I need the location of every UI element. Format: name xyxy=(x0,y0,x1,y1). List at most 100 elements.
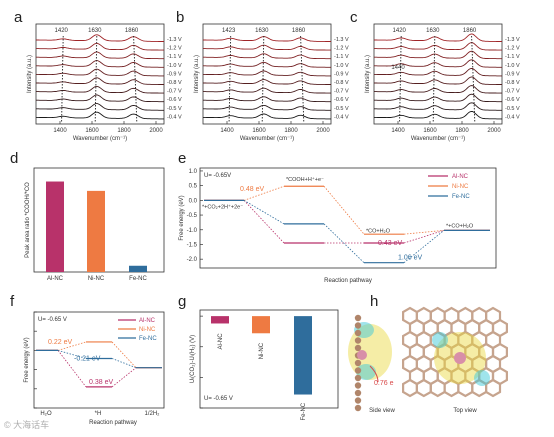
spectrum-line xyxy=(203,44,331,51)
energy-connector xyxy=(57,341,87,351)
energy-connector xyxy=(403,230,445,264)
peak-label: 1630 xyxy=(426,28,440,34)
bar-fe-nc xyxy=(129,265,147,272)
peak-label: 1860 xyxy=(463,28,477,34)
potential-label: -1.0 V xyxy=(167,63,182,69)
x-tick-label: 2000 xyxy=(316,128,330,134)
spectrum-line xyxy=(36,60,164,68)
peak-label: 1423 xyxy=(222,28,236,34)
potential-label: -1.1 V xyxy=(334,54,349,60)
substrate-atom xyxy=(354,367,362,374)
panel-h-structures: 0.76 e Side view Top view xyxy=(348,306,508,414)
x-tick-label: Fe-NC xyxy=(129,276,147,282)
y-axis-label: Peak area ratio *COOH/*CO xyxy=(25,182,31,258)
potential-label: -0.9 V xyxy=(505,71,520,77)
peak-guide xyxy=(228,35,232,123)
panel-letters: a b c d e f g h xyxy=(10,9,378,310)
potential-label: -1.3 V xyxy=(505,37,520,43)
spectrum-line xyxy=(374,93,502,103)
potential-label: U= -0.65V xyxy=(204,173,231,179)
y-axis-label: Uₗ(CO₂)-Uₗ(H₂) (V) xyxy=(190,335,196,383)
step-label: *+CO₂+2H⁺+2e⁻ xyxy=(202,203,243,210)
potential-label: -1.0 V xyxy=(334,63,349,69)
spectrum-line xyxy=(374,76,502,85)
potential-label: -0.7 V xyxy=(505,89,520,95)
y-tick-label: -1.5 xyxy=(187,242,198,248)
y-tick-label: -2.0 xyxy=(187,257,198,263)
energy-connector xyxy=(243,200,285,225)
potential-label: -0.6 V xyxy=(167,97,182,103)
peak-label: 1440 xyxy=(391,65,405,71)
energy-connector xyxy=(111,367,137,388)
panel-letter-a: a xyxy=(14,9,23,26)
x-tick-label: 1800 xyxy=(455,128,469,134)
potential-label: -1.3 V xyxy=(334,37,349,43)
x-tick-label: 1400 xyxy=(220,128,234,134)
energy-connector xyxy=(111,358,137,369)
x-tick-label: Al-NC xyxy=(47,276,64,282)
peak-label: 1860 xyxy=(292,28,306,34)
spectrum-line xyxy=(36,68,164,77)
peak-guide xyxy=(399,35,402,123)
bar-ni-nc xyxy=(87,190,105,272)
potential-label: -1.1 V xyxy=(505,54,520,60)
y-axis-label: Free energy (eV) xyxy=(24,337,30,382)
x-tick-label: 1800 xyxy=(117,128,131,134)
panel-e-free-energy: 1.0 0.5 0.0 -0.5 -1.0 -1.5 -2.0 Free energy (eV… xyxy=(179,167,497,284)
potential-label: -0.8 V xyxy=(334,80,349,86)
panel-a-spectra: 1400 1600 1800 2000 Wavenumber (cm⁻¹) Intensi… xyxy=(27,23,182,142)
category-label: Ni-NC xyxy=(259,342,265,359)
potential-label: -0.9 V xyxy=(334,71,349,77)
potential-label: U= -0.65 V xyxy=(38,317,67,323)
step-label: *COOH+H⁺+e⁻ xyxy=(286,176,324,183)
energy-connector xyxy=(243,200,285,244)
x-tick-label: 1600 xyxy=(423,128,437,134)
spectrum-line xyxy=(203,96,331,103)
step-label: 1/2H₂ xyxy=(144,411,160,417)
panel-d-bar-chart: Peak area ratio *COOH/*CO Al-NC Ni-NC Fe-NC xyxy=(25,167,165,282)
bar-fe-nc xyxy=(294,316,312,395)
plot-frame xyxy=(199,167,497,269)
x-tick-label: 2000 xyxy=(149,128,163,134)
bar-al-nc xyxy=(46,181,64,272)
charge-arrow xyxy=(369,365,379,383)
peak-label: 1630 xyxy=(88,28,102,34)
peak-guide xyxy=(432,35,436,123)
step-label: H₂O xyxy=(40,411,52,417)
category-label: Al-NC xyxy=(218,333,224,350)
side-view-label: Side view xyxy=(369,408,395,414)
potential-label: -0.9 V xyxy=(167,71,182,77)
spectrum-line xyxy=(374,33,502,42)
legend-label: Al-NC xyxy=(452,174,469,180)
potential-label: -0.4 V xyxy=(167,114,182,120)
energy-connector xyxy=(243,185,285,201)
spectrum-line xyxy=(203,113,331,120)
spectrum-line xyxy=(203,87,331,94)
x-tick-label: 1600 xyxy=(252,128,266,134)
y-axis-label: Intensity (a.u.) xyxy=(365,55,371,93)
y-tick-label: -1.0 xyxy=(187,228,198,234)
potential-label: -0.4 V xyxy=(505,114,520,120)
lattice-ring xyxy=(402,378,418,398)
energy-annotation: 0.43 eV xyxy=(378,240,402,247)
potential-label: -0.5 V xyxy=(334,106,349,112)
substrate-atom xyxy=(354,374,362,382)
y-tick-label: -0.5 xyxy=(187,213,198,219)
spectrum-line xyxy=(374,50,502,60)
potential-label: -1.2 V xyxy=(505,46,520,52)
spectrum-line xyxy=(374,85,502,94)
peak-guide xyxy=(300,35,305,123)
spectrum-line xyxy=(374,110,502,120)
potential-label: -0.6 V xyxy=(334,97,349,103)
peak-guide xyxy=(133,35,138,123)
plot-frame xyxy=(33,311,165,409)
legend-label: Al-NC xyxy=(139,318,156,324)
x-axis-label: Wavenumber (cm⁻¹) xyxy=(411,136,465,142)
y-axis-label: Free energy (eV) xyxy=(179,195,185,240)
panel-letter-b: b xyxy=(176,9,184,26)
peak-guide xyxy=(61,35,64,123)
potential-label: -0.4 V xyxy=(334,114,349,120)
y-tick-label: 1.0 xyxy=(189,169,198,175)
substrate-atom xyxy=(354,314,362,322)
peak-label: 1860 xyxy=(125,28,139,34)
